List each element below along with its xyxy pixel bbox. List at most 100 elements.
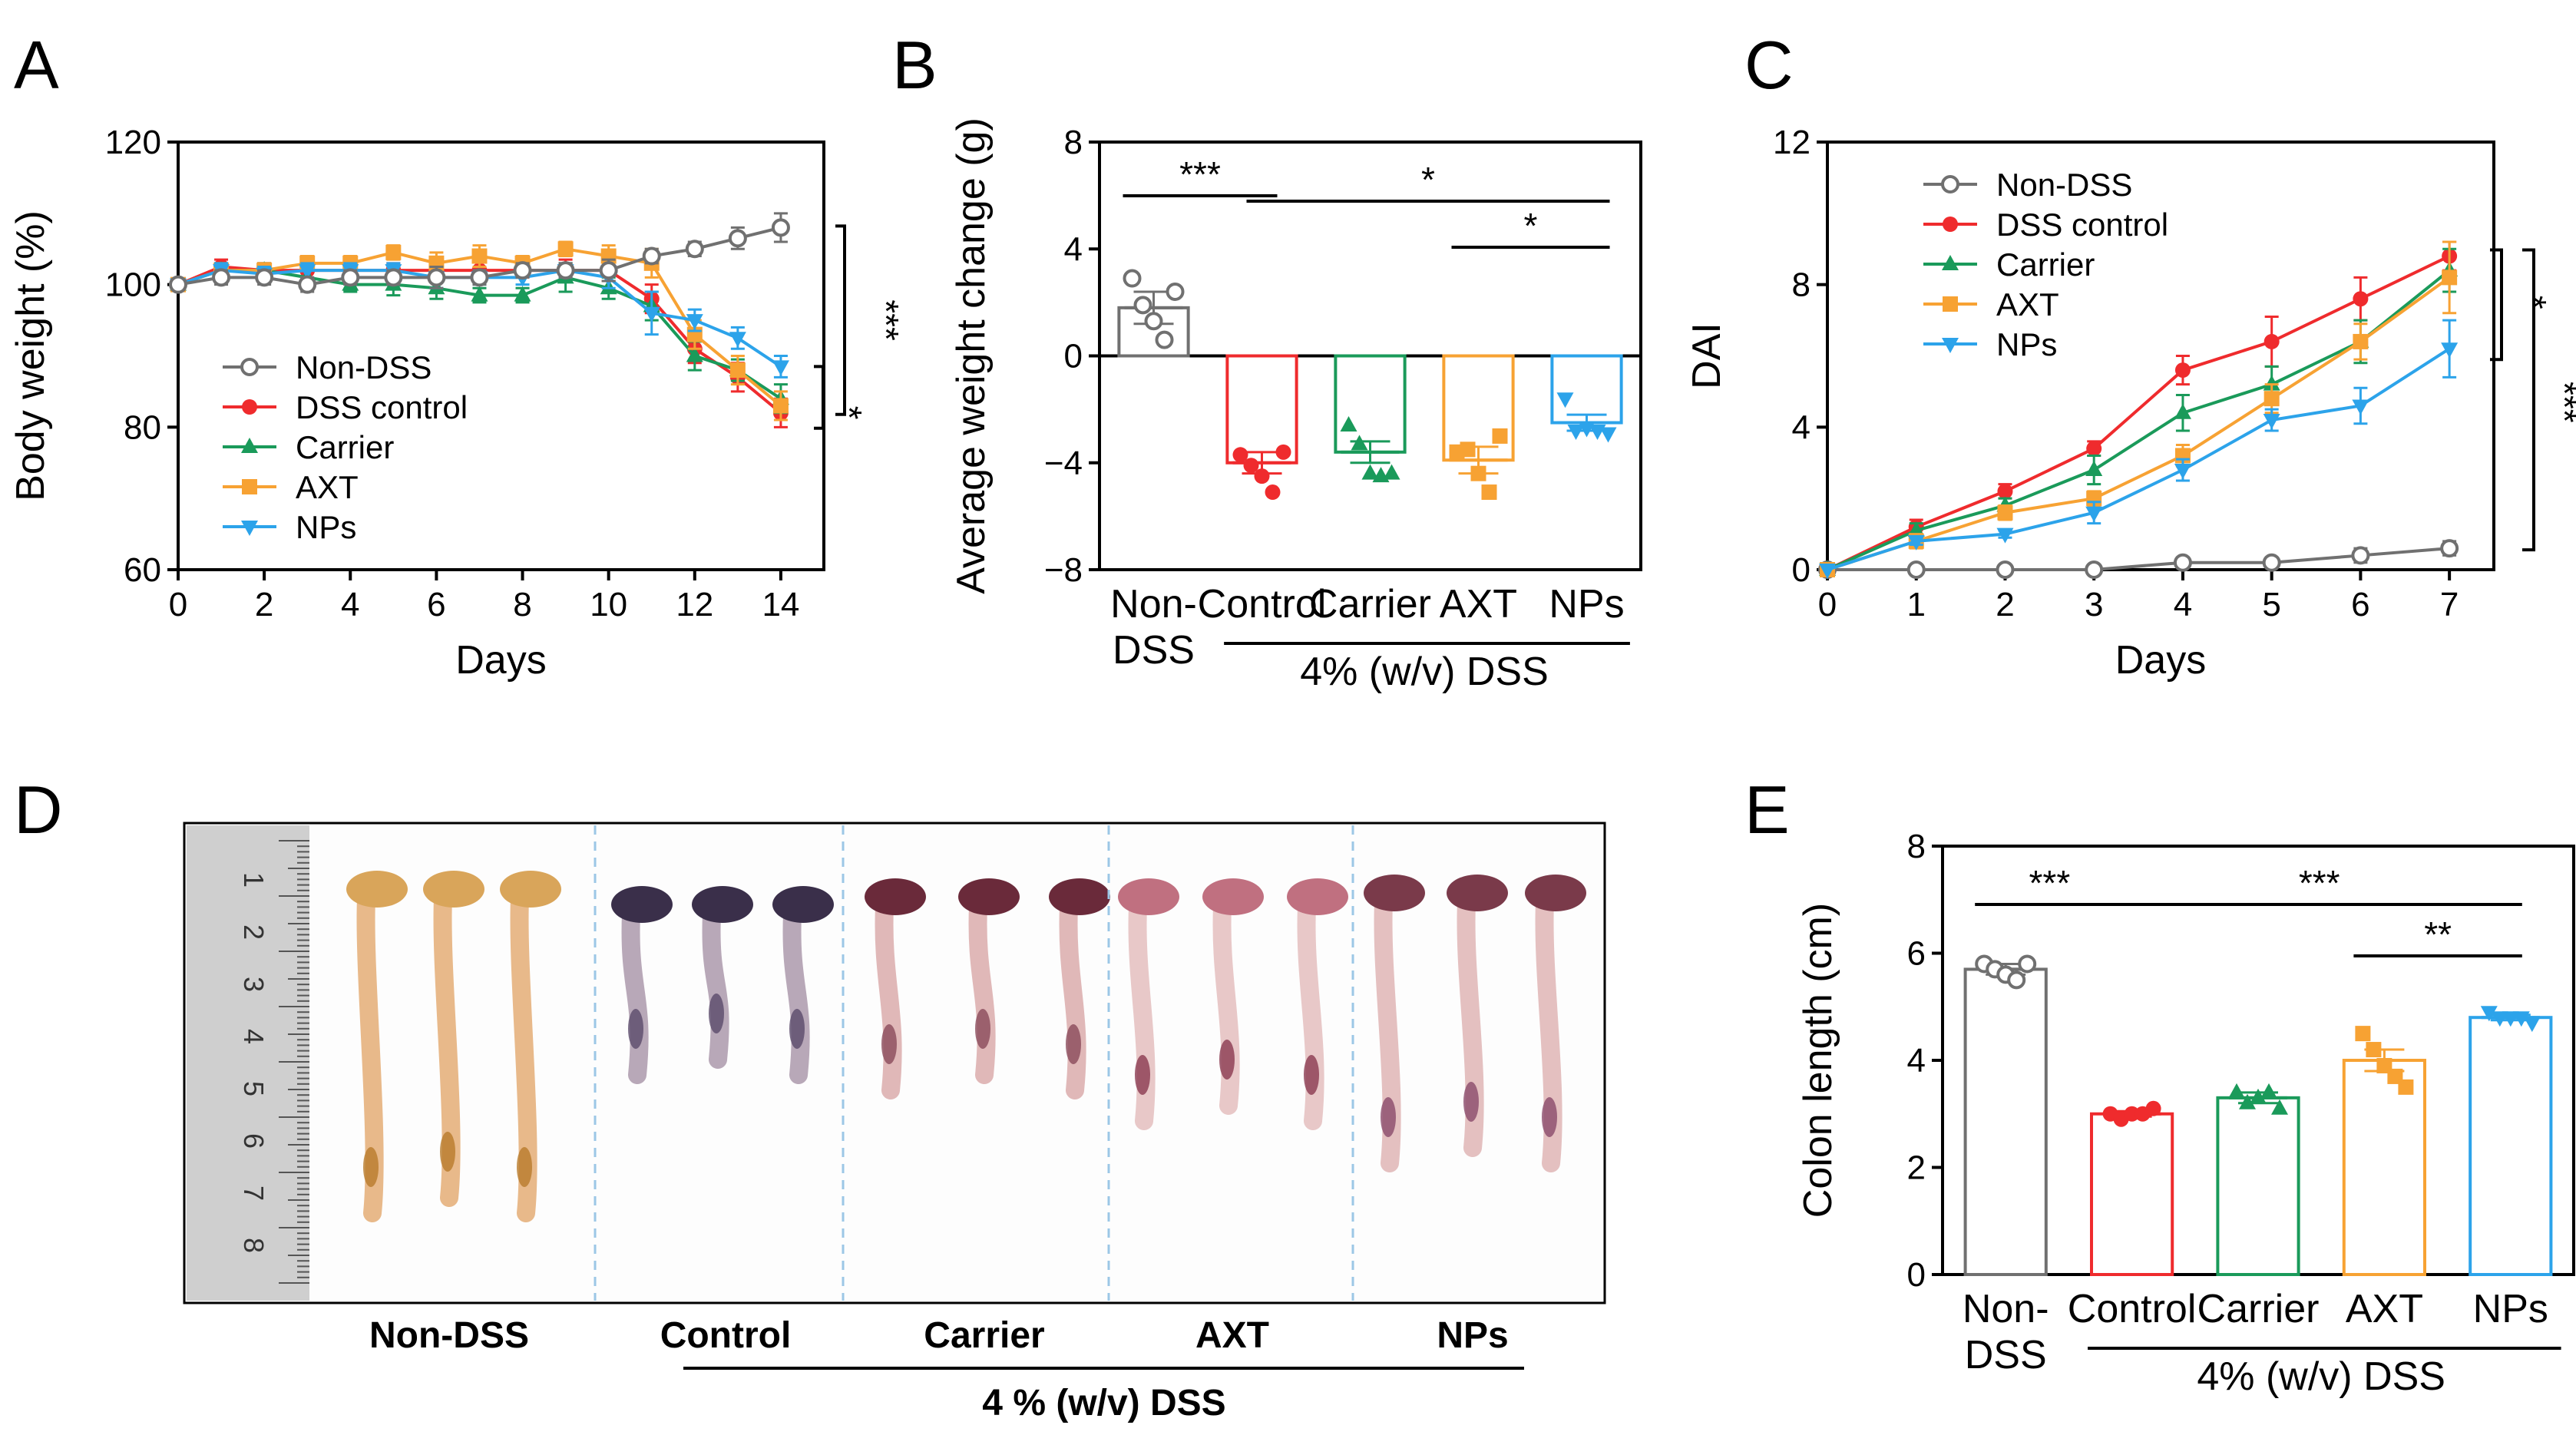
data-point-axt bbox=[1460, 441, 1476, 458]
sig-bracket-a2-label: * bbox=[829, 406, 869, 420]
y-axis-label: Average weight change (g) bbox=[949, 117, 994, 594]
data-point-axt bbox=[471, 248, 488, 264]
data-point-dss bbox=[2353, 291, 2369, 307]
panel-label-e: E bbox=[1744, 772, 1790, 848]
bar-nondss bbox=[1963, 967, 2048, 1277]
x-tick-label: 8 bbox=[513, 586, 531, 623]
legend-label-nondss: Non-DSS bbox=[1996, 167, 2132, 203]
bar-carrier bbox=[1334, 354, 1407, 454]
series-line-nps bbox=[1827, 347, 2451, 571]
ruler-number: 8 bbox=[238, 1238, 270, 1253]
y-tick-label: 0 bbox=[1792, 551, 1810, 589]
data-point-dss bbox=[1265, 484, 1281, 501]
data-point-nondss bbox=[427, 268, 446, 287]
legend-marker-nondss bbox=[1941, 175, 1959, 193]
colon-body bbox=[782, 904, 810, 1084]
colon-specimens bbox=[346, 871, 1586, 1222]
sig-b2-label: * bbox=[1421, 160, 1435, 200]
colon-content bbox=[1219, 1040, 1235, 1080]
data-point-nondss bbox=[2085, 560, 2104, 579]
legend-marker-carrier bbox=[241, 438, 258, 453]
colon-cecum bbox=[423, 871, 484, 908]
plot-frame bbox=[1826, 141, 2495, 571]
colon-body bbox=[702, 904, 729, 1069]
data-point-carrier bbox=[1340, 416, 1357, 432]
ruler-number: 5 bbox=[238, 1081, 270, 1096]
sig-bracket-c2 bbox=[2522, 248, 2535, 552]
colon-cecum bbox=[772, 886, 834, 923]
series-nps bbox=[1819, 319, 2459, 579]
legend-label-dss: DSS control bbox=[296, 389, 468, 425]
colon-content bbox=[1135, 1055, 1150, 1095]
data-point-nondss bbox=[1144, 312, 1163, 331]
data-point-axt bbox=[1481, 484, 1497, 501]
data-point-carrier bbox=[2250, 1088, 2267, 1104]
data-point-carrier bbox=[2228, 1083, 2245, 1099]
data-point-nps bbox=[2441, 342, 2459, 359]
data-point-nondss bbox=[2018, 954, 2037, 974]
colon-content bbox=[789, 1009, 805, 1049]
data-point-axt bbox=[2366, 1042, 2382, 1058]
category-label-nps: NPs bbox=[1549, 582, 1624, 627]
data-point-nps bbox=[2512, 1011, 2530, 1027]
data-point-nps bbox=[2263, 414, 2280, 430]
colon-cecum bbox=[1049, 878, 1110, 915]
sig-bracket-a1 bbox=[835, 224, 846, 416]
data-point-nondss bbox=[771, 218, 790, 237]
data-point-nps bbox=[1567, 424, 1585, 440]
colon-content bbox=[709, 994, 724, 1033]
category-label-carrier: Carrier bbox=[2197, 1287, 2320, 1331]
data-point-dss bbox=[2124, 1106, 2140, 1122]
y-tick-label: 2 bbox=[1907, 1149, 1926, 1187]
category-label-nondss: Non- bbox=[1110, 582, 1197, 627]
data-point-dss bbox=[2086, 441, 2102, 457]
data-point-nondss bbox=[2173, 553, 2192, 572]
colon-cecum bbox=[611, 886, 673, 923]
data-point-nps bbox=[2491, 1011, 2508, 1027]
data-point-carrier bbox=[2085, 461, 2103, 477]
x-tick-label: 7 bbox=[2440, 586, 2459, 623]
x-tick-label: 0 bbox=[169, 586, 187, 623]
data-point-axt bbox=[2353, 333, 2369, 349]
category-label-nps: NPs bbox=[2473, 1287, 2548, 1331]
data-point-nps bbox=[2523, 1017, 2541, 1033]
x-tick-label: 0 bbox=[1818, 586, 1837, 623]
data-point-axt bbox=[729, 362, 746, 379]
data-point-dss bbox=[2174, 362, 2191, 379]
data-point-nondss bbox=[728, 229, 747, 248]
colon-cecum bbox=[1525, 875, 1586, 911]
colon-content bbox=[975, 1009, 990, 1049]
colon-cecum bbox=[865, 878, 926, 915]
data-point-axt bbox=[557, 241, 574, 257]
x-tick-label: 4 bbox=[341, 586, 359, 623]
data-point-nondss bbox=[2007, 970, 2026, 990]
x-tick-label: 5 bbox=[2262, 586, 2280, 623]
legend-marker-nondss bbox=[240, 358, 259, 376]
category-label-dss: Control bbox=[1198, 582, 1327, 627]
data-point-nps bbox=[2352, 399, 2369, 415]
data-point-nondss bbox=[1133, 296, 1152, 315]
y-tick-label: 100 bbox=[105, 266, 161, 304]
data-point-carrier bbox=[1907, 521, 1925, 537]
bar-carrier bbox=[2216, 1096, 2300, 1276]
colon-content bbox=[628, 1009, 643, 1049]
bar-nps bbox=[2469, 1016, 2553, 1276]
data-point-dss bbox=[1997, 483, 2013, 499]
colon-cecum bbox=[958, 878, 1020, 915]
colon-content bbox=[1066, 1024, 1081, 1064]
data-point-nondss bbox=[298, 275, 317, 294]
colon-content bbox=[517, 1147, 532, 1187]
plot-frame bbox=[1941, 845, 2575, 1276]
x-axis-label: Days bbox=[455, 638, 546, 683]
x-tick-label: 4 bbox=[2174, 586, 2192, 623]
data-point-axt bbox=[2264, 391, 2280, 407]
ruler-number: 2 bbox=[238, 924, 270, 940]
data-point-dss bbox=[1232, 447, 1248, 463]
group-label: 4% (w/v) DSS bbox=[1300, 650, 1549, 694]
category-label-nondss: DSS bbox=[1965, 1333, 2047, 1377]
photo-label-control: Control bbox=[660, 1315, 792, 1356]
x-tick-label: 2 bbox=[1996, 586, 2014, 623]
